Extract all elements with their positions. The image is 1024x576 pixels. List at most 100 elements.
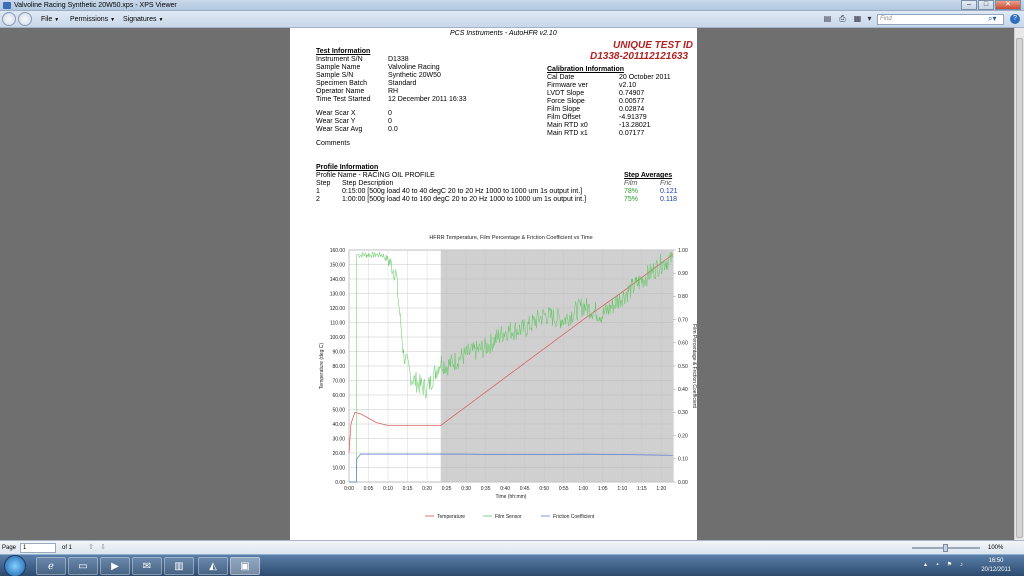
forward-button[interactable] <box>18 12 32 26</box>
cal-label: Film Offset <box>547 114 581 121</box>
y-right-tick-label: 0.10 <box>678 457 688 463</box>
media-player-icon[interactable]: ▶ <box>100 557 130 575</box>
explorer-icon[interactable]: ▭ <box>68 557 98 575</box>
profile-name: Profile Name - RACING OIL PROFILE <box>316 172 435 179</box>
legend-label: Friction Coefficient <box>553 514 595 520</box>
test-info-value: D1338 <box>388 56 409 63</box>
x-tick-label: 0:05 <box>364 486 374 492</box>
test-info-value: RH <box>388 88 399 95</box>
chevron-down-icon: ▼ <box>54 17 60 23</box>
profile-col-step: Step <box>316 180 331 187</box>
y-right-tick-label: 0.80 <box>678 294 688 300</box>
y-left-tick-label: 70.00 <box>332 378 345 384</box>
zoom-slider-thumb[interactable] <box>943 544 948 552</box>
save-icon[interactable]: ▤ <box>823 14 832 23</box>
chart-app-icon[interactable]: ▥ <box>164 557 194 575</box>
network-icon[interactable]: ▪ <box>936 562 939 568</box>
signatures-menu[interactable]: Signatures ▼ <box>123 11 163 28</box>
scrollbar-thumb[interactable] <box>1016 38 1023 538</box>
window-title: Valvoline Racing Synthetic 20W50.xps - X… <box>14 2 177 9</box>
status-bar: Page 1 of 1 ⇧ ⇩ 100% <box>0 540 1024 554</box>
y-right-axis-label: Film Percentage & Friction Coefficient <box>691 324 697 408</box>
x-tick-label: 1:00 <box>578 486 588 492</box>
tray-arrow-icon[interactable]: ▴ <box>923 562 927 568</box>
y-left-tick-label: 110.00 <box>330 320 345 326</box>
volume-icon[interactable]: ♪ <box>960 562 963 568</box>
y-left-tick-label: 90.00 <box>332 349 345 355</box>
unique-test-label: UNIQUE TEST ID <box>613 40 694 51</box>
test-info-label: Time Test Started <box>316 96 371 103</box>
test-info-label: Specimen Batch <box>316 80 367 87</box>
search-icon[interactable]: ⌕▾ <box>988 14 997 23</box>
help-icon[interactable]: ? <box>1010 14 1020 24</box>
minimize-button[interactable]: – <box>961 0 977 10</box>
xps-viewer-task-icon[interactable]: ▣ <box>230 557 260 575</box>
cal-label: Cal Date <box>547 74 575 81</box>
maximize-button[interactable]: □ <box>978 0 994 10</box>
clock-time: 16:50 <box>988 558 1004 564</box>
clock[interactable]: 16:50 20/12/2011 <box>976 557 1016 575</box>
cal-value: 0.74907 <box>619 90 645 97</box>
y-left-tick-label: 150.00 <box>330 262 346 268</box>
wear-label: Wear Scar Y <box>316 118 356 125</box>
find-input[interactable]: Find <box>877 14 1004 25</box>
test-info-label: Sample S/N <box>316 72 354 79</box>
next-page-icon[interactable]: ⇩ <box>100 544 106 551</box>
flag-icon[interactable]: ⚑ <box>946 562 953 568</box>
permissions-menu[interactable]: Permissions ▼ <box>70 11 115 28</box>
file-menu[interactable]: File ▼ <box>41 11 59 28</box>
permissions-menu-label: Permissions <box>70 16 109 23</box>
profile-heading: Profile Information <box>316 164 379 171</box>
ie-icon[interactable]: ℯ <box>36 557 66 575</box>
y-left-tick-label: 60.00 <box>332 393 345 399</box>
chevron-down-icon[interactable]: ▾ <box>867 14 872 23</box>
cal-value: 0.07177 <box>619 130 645 137</box>
y-left-tick-label: 10.00 <box>332 465 345 471</box>
x-tick-label: 1:05 <box>598 486 608 492</box>
test-info-value: Valvoline Racing <box>388 64 440 71</box>
series-line-friction-coefficient <box>349 453 674 483</box>
comments-label: Comments <box>316 140 350 147</box>
wear-value: 0 <box>388 118 392 125</box>
x-tick-label: 0:45 <box>520 486 530 492</box>
cal-value: 0.00577 <box>619 98 645 105</box>
x-tick-label: 0:20 <box>422 486 432 492</box>
series-line-temperature <box>348 254 674 454</box>
cal-label: LVDT Slope <box>547 90 585 97</box>
wear-value: 0.0 <box>388 126 398 133</box>
back-button[interactable] <box>2 12 16 26</box>
step-number: 2 <box>316 196 320 203</box>
chevron-down-icon: ▼ <box>110 17 116 23</box>
network-app-icon[interactable]: ◭ <box>198 557 228 575</box>
taskbar: ℯ ▭ ▶ ✉ ▥ ◭ ▣ ▴ ▪ ⚑ ♪ 16:50 20/12/2011 <box>0 554 1024 576</box>
y-left-tick-label: 0.00 <box>335 480 345 486</box>
test-info-value: Synthetic 20W50 <box>388 72 441 79</box>
unique-test-id: D1338-201112121633 <box>590 51 689 62</box>
close-button[interactable]: ✕ <box>995 0 1021 10</box>
x-tick-label: 0:25 <box>442 486 452 492</box>
y-left-axis-label: Temperature (deg C) <box>319 343 325 389</box>
calibration-heading: Calibration Information <box>547 66 624 73</box>
cal-label: Main RTD x1 <box>547 130 588 137</box>
start-button[interactable] <box>4 555 26 576</box>
cal-value: v2.10 <box>619 82 637 89</box>
y-left-tick-label: 120.00 <box>330 306 346 312</box>
folder-icon[interactable]: ✉ <box>132 557 162 575</box>
legend-label: Temperature <box>437 514 465 520</box>
vertical-scrollbar[interactable] <box>1014 28 1024 540</box>
col-film: Film <box>624 180 638 187</box>
y-left-tick-label: 130.00 <box>330 291 346 297</box>
film-average: 78% <box>624 188 639 195</box>
page-view-icon[interactable]: ▦ <box>853 14 862 23</box>
x-tick-label: 0:00 <box>344 486 354 492</box>
print-icon[interactable]: ⎙ <box>839 14 846 23</box>
previous-page-icon[interactable]: ⇧ <box>88 544 94 551</box>
y-right-tick-label: 0.30 <box>678 410 688 416</box>
x-tick-label: 0:15 <box>403 486 413 492</box>
xps-app-icon <box>3 2 11 9</box>
toolbar: File ▼ Permissions ▼ Signatures ▼ ▤ ⎙ ▦ ▾ F… <box>0 11 1024 28</box>
wear-label: Wear Scar X <box>316 110 356 117</box>
page-number-input[interactable]: 1 <box>20 543 56 553</box>
x-tick-label: 0:10 <box>383 486 393 492</box>
x-tick-label: 1:10 <box>617 486 627 492</box>
